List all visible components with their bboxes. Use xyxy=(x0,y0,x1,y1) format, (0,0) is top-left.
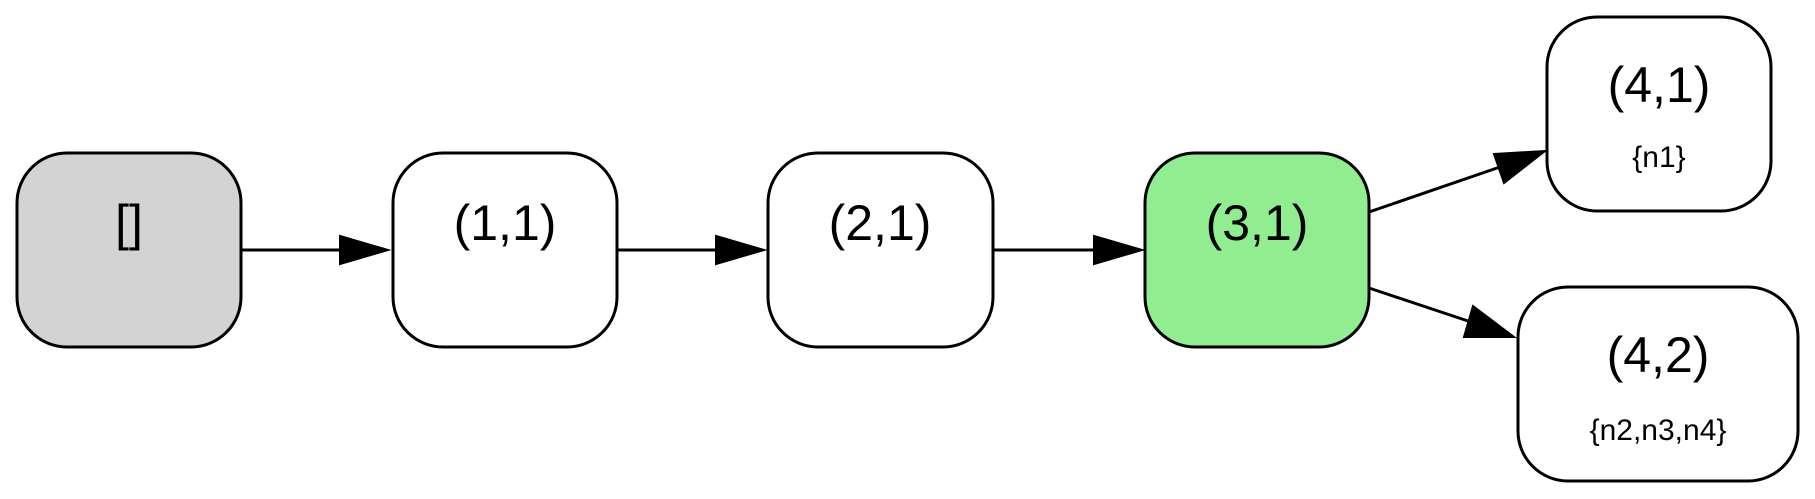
node-root: [] xyxy=(15,151,243,349)
node-1-1-label: (1,1) xyxy=(454,195,557,251)
node-4-1: (4,1) {n1} xyxy=(1545,15,1773,213)
node-4-1-label: (4,1) xyxy=(1608,57,1711,113)
edge-root-to-1-1 xyxy=(241,234,392,266)
node-3-1-label: (3,1) xyxy=(1206,195,1309,251)
node-4-2-box xyxy=(1516,285,1800,483)
node-1-1: (1,1) xyxy=(391,151,619,349)
edge-2-1-to-3-1 xyxy=(993,234,1146,266)
node-4-1-box xyxy=(1545,15,1773,213)
node-4-2-sublabel: {n2,n3,n4} xyxy=(1590,414,1727,447)
node-2-1: (2,1) xyxy=(766,151,995,349)
node-4-1-sublabel: {n1} xyxy=(1632,141,1685,174)
node-root-label: [] xyxy=(115,195,143,251)
node-1-1-box xyxy=(391,151,619,349)
node-4-2-label: (4,2) xyxy=(1607,327,1710,383)
node-4-2: (4,2) {n2,n3,n4} xyxy=(1516,285,1800,483)
node-root-box xyxy=(15,151,243,349)
node-2-1-label: (2,1) xyxy=(829,195,932,251)
node-2-1-box xyxy=(766,151,995,349)
node-3-1: (3,1) xyxy=(1143,151,1371,349)
node-3-1-box xyxy=(1143,151,1371,349)
edges xyxy=(241,149,1549,338)
edge-3-1-to-4-2 xyxy=(1368,286,1517,338)
edge-1-1-to-2-1 xyxy=(617,234,768,266)
edge-3-1-to-4-1 xyxy=(1368,149,1549,214)
